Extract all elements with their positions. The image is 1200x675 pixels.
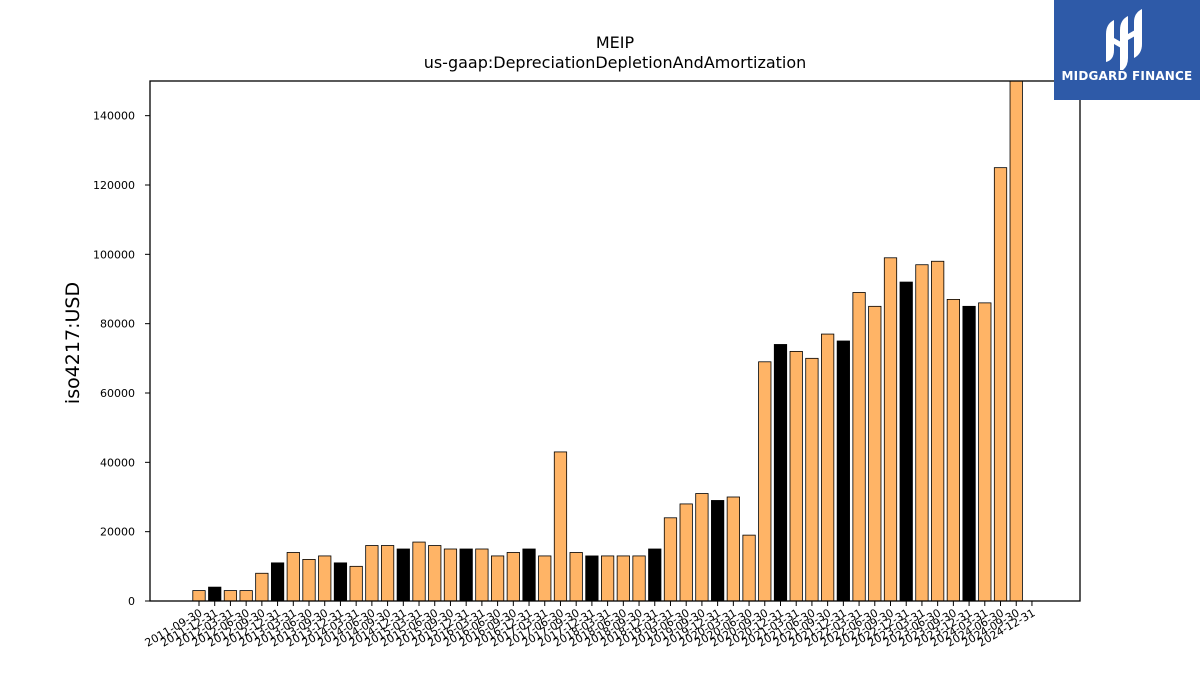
y-tick-label: 40000 [100,456,135,469]
y-tick-label: 20000 [100,526,135,539]
bar-2014-09-30 [380,545,395,602]
bar-2012-12-31 [270,562,285,602]
chart-subtitle: us-gaap:DepreciationDepletionAndAmortiza… [424,53,807,72]
y-axis-label: iso4217:USD [62,282,84,404]
bar-2022-06-30 [868,305,882,602]
bar-2013-09-30 [318,555,332,602]
bar-2019-03-31 [663,517,678,602]
midgard-finance-logo: MIDGARD FINANCE [1054,0,1200,100]
bar-2014-06-30 [365,545,379,602]
bar-2023-06-30 [931,260,945,602]
bar-2021-12-31 [836,340,850,602]
y-tick-label: 0 [128,595,135,608]
y-tick-label: 140000 [93,110,135,123]
bar-2015-09-30 [443,548,458,602]
bar-2015-06-30 [428,545,442,602]
plot-frame [149,80,1081,602]
bar-2018-09-30 [632,555,646,602]
bar-2019-09-30 [695,493,709,602]
bar-2020-09-30 [758,361,772,602]
bar-2012-09-30 [255,572,269,602]
bar-2016-03-31 [475,548,489,602]
bar-2011-09-30 [192,590,206,602]
y-tick-label: 80000 [100,318,135,331]
bar-2011-12-31 [208,586,222,602]
bar-2016-12-31 [522,548,536,602]
bar-2017-12-31 [585,555,599,602]
bar-2015-12-31 [459,548,473,602]
bars-group [192,80,1023,602]
bar-2014-12-31 [396,548,410,602]
bar-2015-03-31 [412,541,426,602]
bar-2022-12-31 [899,281,913,602]
logo-text: MIDGARD FINANCE [1061,69,1193,83]
bar-2013-06-30 [302,559,316,602]
y-tick-label: 60000 [100,387,135,400]
bar-2013-12-31 [333,562,348,602]
bar-2013-03-31 [286,552,300,602]
chart-title: MEIP [596,33,635,52]
bar-2019-12-31 [711,500,725,602]
bar-2023-09-30 [946,298,960,602]
bar-2024-06-30 [993,167,1008,602]
bar-2020-03-31 [726,496,740,602]
bar-2017-06-30 [553,451,568,602]
bar-2018-12-31 [648,548,662,602]
y-tick-label: 120000 [93,179,135,192]
bar-2021-09-30 [821,333,835,602]
bar-2012-03-31 [223,590,238,602]
bar-2017-09-30 [569,552,583,602]
bar-2014-03-31 [349,565,363,602]
bar-2020-06-30 [742,534,756,602]
x-axis: 2011-09-302011-12-312012-03-312012-06-30… [143,601,1037,650]
bar-2020-12-31 [773,344,788,602]
bar-2023-03-31 [915,264,929,602]
bar-2012-06-30 [239,590,253,602]
bar-2016-09-30 [506,552,520,602]
bar-2022-09-30 [883,257,898,602]
y-axis: 0 20000 40000 60000 80000 100000 120000 140000 [93,110,150,608]
midgard-logo-icon [1106,9,1142,70]
bar-2024-09-30 [1009,80,1023,602]
bar-2017-03-31 [538,555,552,602]
bar-2021-06-30 [805,357,819,602]
bar-2018-06-30 [616,555,630,602]
y-tick-label: 100000 [93,248,135,261]
bar-2022-03-31 [852,292,866,602]
bar-2023-12-31 [962,305,976,602]
bar-2016-06-30 [490,555,505,602]
bar-2018-03-31 [601,555,615,602]
bar-2024-03-31 [978,302,992,602]
bar-2021-03-31 [789,350,803,602]
bar-2019-06-30 [679,503,693,602]
